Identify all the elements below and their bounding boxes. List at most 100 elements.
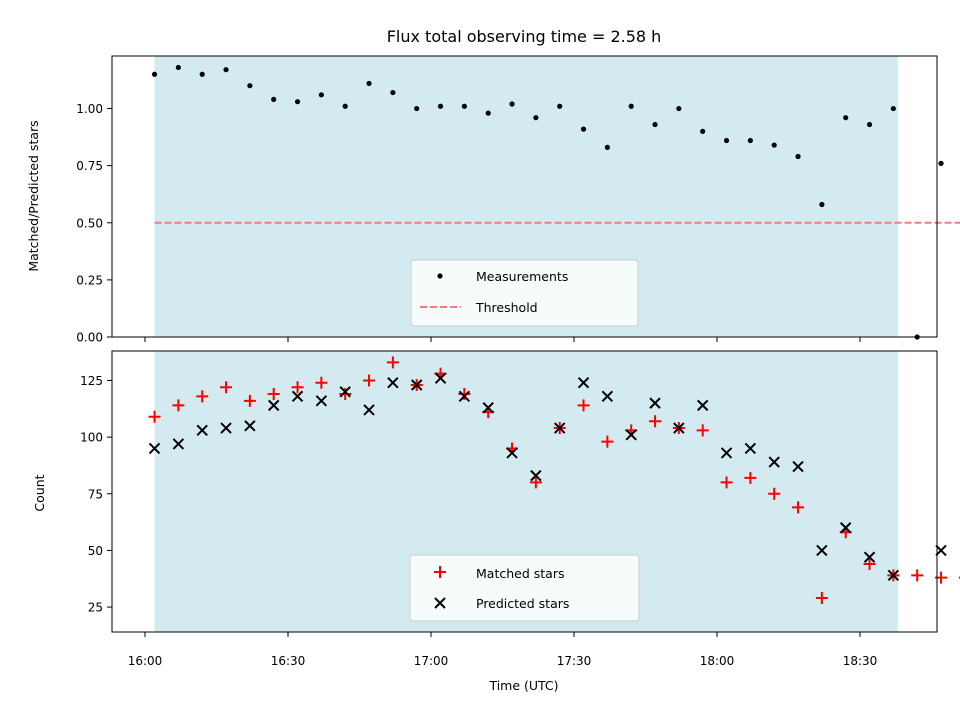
measurement-point bbox=[437, 103, 444, 109]
measurement-point bbox=[509, 101, 515, 107]
predicted-star-point bbox=[768, 456, 780, 468]
matched-star-point bbox=[363, 374, 376, 387]
matched-star-point bbox=[577, 399, 590, 412]
y-tick-label: 100 bbox=[80, 431, 103, 445]
matched-star-point bbox=[792, 501, 805, 514]
measurement-point bbox=[366, 80, 372, 87]
measurement-point bbox=[819, 201, 825, 208]
measurement-point bbox=[151, 71, 158, 77]
measurement-point bbox=[294, 99, 301, 105]
predicted-star-point bbox=[935, 544, 947, 557]
x-axis-label: Time (UTC) bbox=[488, 678, 558, 693]
measurement-point bbox=[580, 126, 587, 132]
top-x-axis-ticks bbox=[144, 337, 861, 342]
x-tick-label: 17:30 bbox=[557, 654, 592, 668]
measurement-point bbox=[271, 96, 277, 103]
measurement-point bbox=[318, 92, 324, 98]
predicted-star-point bbox=[434, 372, 447, 384]
measurement-point bbox=[676, 105, 682, 112]
legend-matched-label: Matched stars bbox=[476, 566, 564, 581]
predicted-star-point bbox=[482, 401, 494, 414]
measurement-point bbox=[485, 110, 491, 116]
y-tick-label: 1.00 bbox=[76, 102, 103, 116]
top-y-axis-ticks: 0.00 0.25 0.50 0.75 1.00 bbox=[76, 102, 112, 345]
bottom-legend-box bbox=[409, 554, 640, 622]
measurement-points bbox=[151, 64, 944, 340]
bottom-legend: Matched stars Predicted stars bbox=[409, 554, 640, 622]
matched-star-point bbox=[863, 558, 876, 571]
matched-star-point bbox=[815, 592, 828, 605]
matched-star-point bbox=[172, 399, 185, 412]
y-tick-label: 0.00 bbox=[76, 331, 103, 345]
legend-matched-marker bbox=[434, 566, 446, 578]
predicted-star-point bbox=[673, 422, 685, 434]
x-tick-label: 18:30 bbox=[843, 654, 878, 668]
matched-star-point bbox=[243, 394, 256, 407]
y-tick-label: 0.50 bbox=[76, 216, 103, 230]
predicted-star-point bbox=[863, 551, 876, 563]
measurement-point bbox=[747, 137, 753, 144]
matched-star-point bbox=[768, 487, 781, 500]
legend-predicted-marker bbox=[434, 597, 446, 609]
legend-predicted-label: Predicted stars bbox=[476, 596, 569, 611]
y-tick-label: 50 bbox=[88, 544, 103, 558]
measurement-point bbox=[890, 105, 896, 112]
y-tick-label: 0.25 bbox=[76, 273, 103, 287]
y-tick-label: 25 bbox=[88, 601, 103, 615]
predicted-star-point bbox=[387, 377, 399, 389]
matched-star-point bbox=[315, 376, 328, 389]
matched-star-point bbox=[196, 390, 209, 403]
bottom-panel: 25 50 75 100 125 16:00 16:30 17:00 17:30 18:00 18… bbox=[32, 350, 960, 693]
y-tick-label: 125 bbox=[80, 374, 103, 388]
chart-title: Flux total observing time = 2.58 h bbox=[387, 27, 662, 46]
matched-star-point bbox=[529, 476, 542, 489]
matched-star-point bbox=[291, 381, 304, 394]
matched-star-point bbox=[220, 381, 233, 394]
x-tick-label: 18:00 bbox=[700, 654, 735, 668]
top-panel: Flux total observing time = 2.58 h 0.000… bbox=[26, 27, 960, 345]
predicted-star-point bbox=[363, 404, 375, 416]
predicted-star-point bbox=[220, 422, 232, 434]
predicted-star-point bbox=[696, 399, 709, 412]
bottom-y-axis-label: Count bbox=[32, 474, 47, 511]
top-y-axis-label: Matched/Predicted stars bbox=[26, 120, 41, 271]
predicted-star-point bbox=[649, 397, 661, 409]
measurement-point bbox=[866, 121, 873, 128]
y-tick-label: 75 bbox=[88, 487, 103, 501]
matched-star-point bbox=[696, 424, 709, 437]
predicted-star-point bbox=[148, 442, 161, 455]
measurement-point bbox=[461, 103, 467, 109]
y-tick-label: 0.75 bbox=[76, 159, 103, 173]
predicted-star-point bbox=[196, 424, 208, 437]
measurement-point bbox=[771, 142, 777, 148]
predicted-star-point bbox=[339, 386, 351, 398]
predicted-star-point bbox=[172, 438, 185, 450]
matched-star-point bbox=[386, 356, 399, 369]
matched-star-point bbox=[267, 388, 280, 401]
measurement-point bbox=[390, 89, 396, 96]
predicted-star-point bbox=[625, 429, 637, 441]
x-tick-label: 17:00 bbox=[414, 654, 449, 668]
matched-star-point bbox=[601, 435, 614, 448]
predicted-star-point bbox=[839, 522, 852, 534]
matched-star-point bbox=[720, 476, 733, 489]
predicted-star-point bbox=[458, 390, 471, 403]
measurement-point bbox=[628, 103, 634, 109]
measurement-point bbox=[795, 153, 801, 160]
measurement-point bbox=[175, 64, 181, 71]
matched-star-point bbox=[744, 471, 757, 484]
matched-star-point bbox=[148, 410, 161, 423]
matched-star-point bbox=[339, 388, 352, 401]
measurement-point bbox=[342, 103, 348, 109]
measurement-point bbox=[652, 121, 658, 128]
predicted-star-point bbox=[315, 395, 328, 407]
legend-measurements-label: Measurements bbox=[476, 269, 568, 284]
predicted-star-point bbox=[887, 569, 900, 582]
predicted-star-point bbox=[244, 420, 256, 432]
predicted-star-point bbox=[530, 469, 542, 482]
measurement-point bbox=[199, 71, 205, 77]
legend-threshold-label: Threshold bbox=[475, 300, 538, 315]
measurement-point bbox=[604, 144, 610, 150]
